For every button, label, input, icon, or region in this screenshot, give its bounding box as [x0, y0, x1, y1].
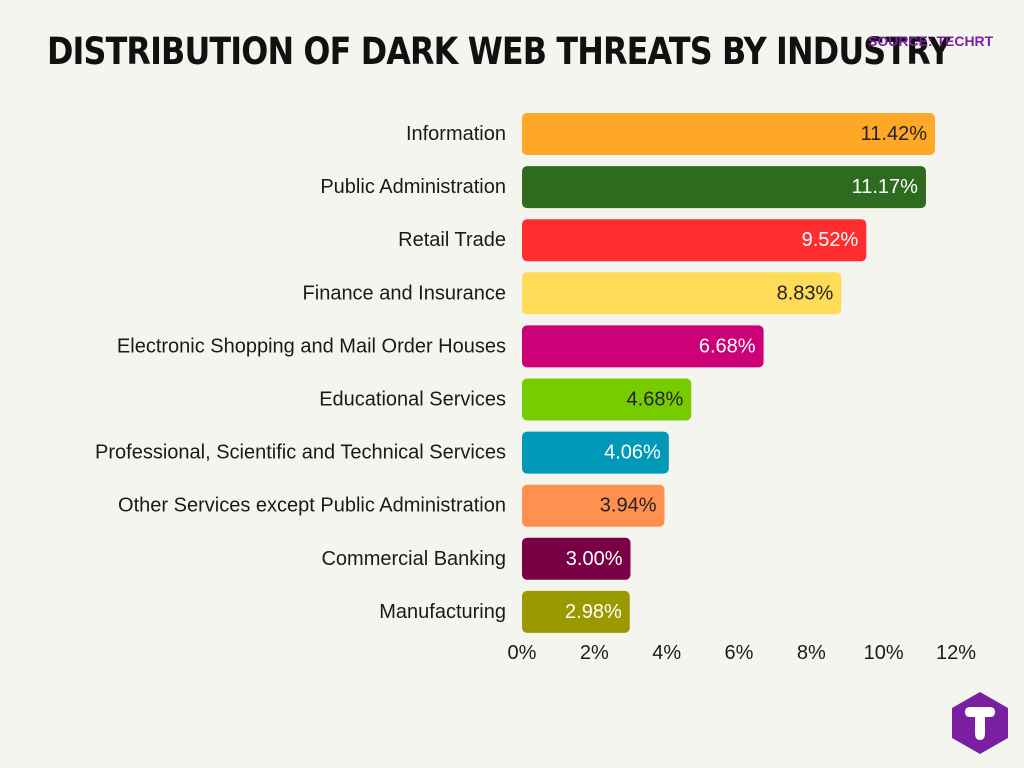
- category-label: Electronic Shopping and Mail Order House…: [117, 335, 506, 357]
- bar: [522, 325, 764, 368]
- bar-value-label: 3.94%: [600, 495, 657, 517]
- x-tick-label: 8%: [797, 642, 826, 664]
- bar: [522, 219, 867, 262]
- bar-value-label: 11.17%: [852, 176, 919, 198]
- bar-value-label: 4.68%: [627, 389, 684, 411]
- category-label: Manufacturing: [379, 601, 506, 623]
- category-label: Educational Services: [319, 389, 506, 411]
- x-tick-label: 10%: [864, 642, 904, 664]
- bar: [522, 272, 842, 315]
- bar: [522, 113, 936, 155]
- x-tick-label: 0%: [508, 642, 537, 664]
- bar-value-label: 11.42%: [861, 123, 928, 145]
- category-label: Finance and Insurance: [303, 282, 506, 304]
- source-label: SOURCE: TECHRT: [868, 33, 994, 49]
- bar: [522, 378, 692, 421]
- category-label: Commercial Banking: [321, 548, 506, 570]
- bar: [522, 166, 926, 209]
- category-label: Retail Trade: [398, 229, 506, 251]
- bar: [522, 537, 631, 580]
- techrt-logo-icon: [952, 692, 1008, 754]
- x-tick-label: 4%: [652, 642, 681, 664]
- category-label: Professional, Scientific and Technical S…: [95, 442, 506, 464]
- category-label: Other Services except Public Administrat…: [118, 495, 506, 517]
- bar: [522, 431, 669, 474]
- bar: [522, 590, 630, 633]
- chart-title: DISTRIBUTION OF DARK WEB THREATS BY INDU…: [47, 30, 951, 73]
- bar: [522, 484, 665, 527]
- x-tick-label: 12%: [936, 642, 976, 664]
- bar-value-label: 6.68%: [699, 335, 756, 357]
- category-label: Information: [406, 123, 506, 145]
- x-tick-label: 2%: [580, 642, 609, 664]
- bar-value-label: 9.52%: [802, 229, 859, 251]
- bar-value-label: 4.06%: [604, 442, 661, 464]
- bar-chart: Information 11.42% Public Administration 11…: [95, 113, 976, 664]
- x-tick-label: 6%: [725, 642, 754, 664]
- bar-value-label: 2.98%: [565, 601, 622, 623]
- bar-value-label: 3.00%: [566, 548, 623, 570]
- bar-value-label: 8.83%: [777, 282, 834, 304]
- category-label: Public Administration: [320, 176, 506, 198]
